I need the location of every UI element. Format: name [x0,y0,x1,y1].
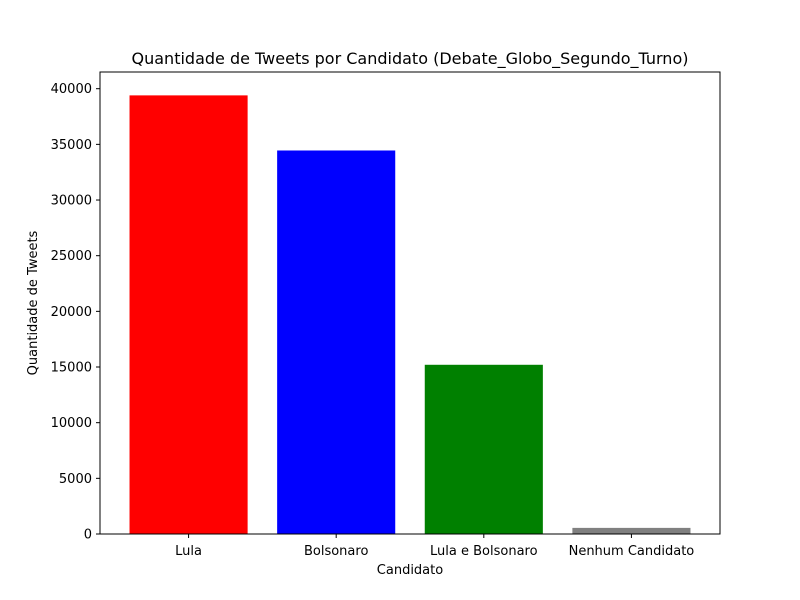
y-axis-label: Quantidade de Tweets [26,230,41,375]
y-tick-label: 20000 [51,305,92,320]
x-tick-label: Nenhum Candidato [569,544,695,559]
y-tick-label: 0 [84,528,92,543]
y-tick-label: 35000 [51,138,92,153]
y-tick-label: 40000 [51,82,92,97]
bar-lula-e-bolsonaro [424,364,543,534]
x-axis-label: Candidato [377,563,443,578]
y-axis: 0 5000 10000 15000 20000 25000 30000 35000 40000 [51,82,100,543]
x-tick-label: Bolsonaro [304,544,368,559]
bars-group [129,95,691,535]
bar-lula [129,95,248,535]
y-tick-label: 15000 [51,361,92,376]
y-tick-label: 30000 [51,194,92,209]
x-axis: Lula Bolsonaro Lula e Bolsonaro Nenhum Cand… [175,534,694,559]
plot-frame [99,71,721,535]
chart-title: Quantidade de Tweets por Candidato (Deba… [132,49,689,69]
bar-nenhum-candidato [572,527,691,534]
y-tick-label: 25000 [51,249,92,264]
x-tick-label: Lula e Bolsonaro [430,544,538,559]
y-tick-label: 5000 [59,472,92,487]
x-tick-label: Lula [175,544,202,559]
bar-bolsonaro [277,150,396,534]
y-tick-label: 10000 [51,416,92,431]
